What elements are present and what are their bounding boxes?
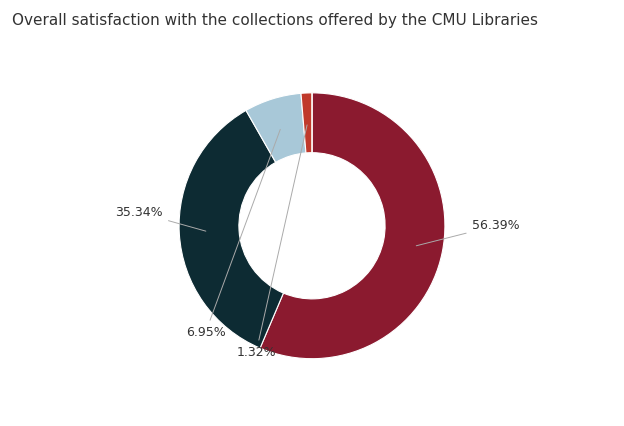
Text: Overall satisfaction with the collections offered by the CMU Libraries: Overall satisfaction with the collection… [12,13,539,28]
Text: 6.95%: 6.95% [186,130,280,339]
Wedge shape [260,93,445,359]
Wedge shape [179,110,283,348]
Text: 56.39%: 56.39% [416,219,519,246]
Text: 1.32%: 1.32% [236,125,307,359]
Wedge shape [246,93,306,162]
Wedge shape [301,93,312,153]
Text: 35.34%: 35.34% [115,206,206,231]
